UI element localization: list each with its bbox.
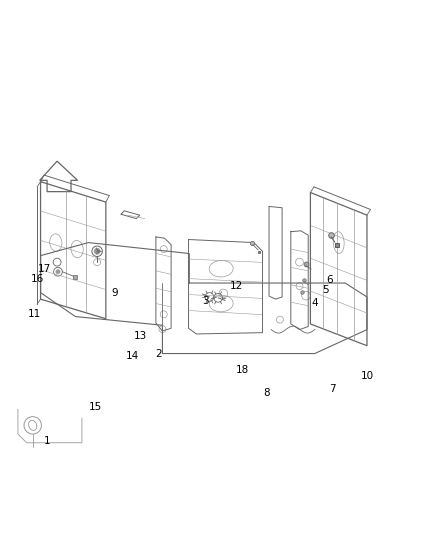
Text: 4: 4 — [311, 298, 318, 309]
Text: 1: 1 — [44, 437, 50, 447]
Text: 10: 10 — [360, 371, 374, 381]
Text: 17: 17 — [38, 264, 52, 273]
Circle shape — [56, 270, 60, 274]
Text: 16: 16 — [31, 273, 44, 284]
Text: 3: 3 — [203, 296, 209, 306]
Circle shape — [94, 248, 100, 254]
Text: 5: 5 — [322, 286, 329, 295]
Text: 12: 12 — [230, 281, 243, 291]
Text: 2: 2 — [155, 350, 161, 359]
Text: 11: 11 — [28, 309, 41, 319]
Text: 8: 8 — [264, 387, 270, 398]
Text: 15: 15 — [88, 402, 102, 411]
Text: 14: 14 — [125, 351, 138, 361]
Text: 6: 6 — [327, 276, 333, 286]
Text: 13: 13 — [134, 331, 147, 341]
Text: 7: 7 — [329, 384, 336, 394]
Text: 9: 9 — [111, 288, 118, 297]
Text: 18: 18 — [237, 365, 250, 375]
